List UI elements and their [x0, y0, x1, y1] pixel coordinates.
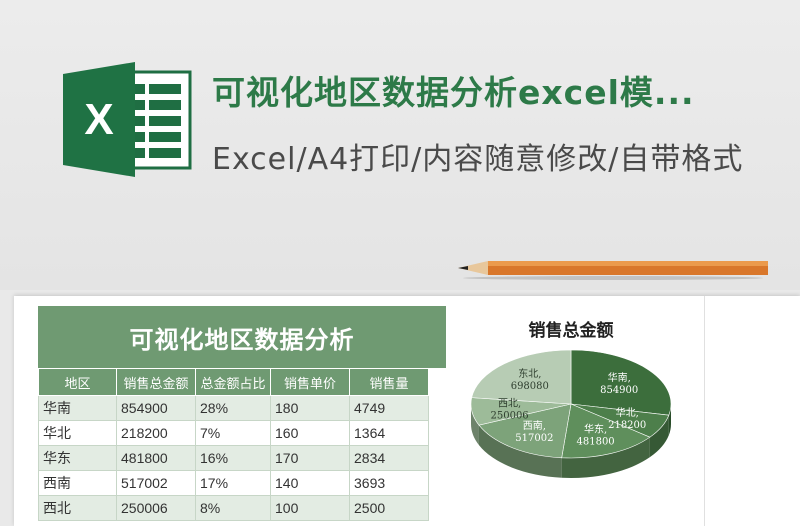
excel-logo-icon: X [63, 62, 192, 177]
column-header: 总金额占比 [195, 368, 271, 396]
banner: X 可视化地区数据分析excel模... Excel/A4打印/内容随意修改/自… [0, 0, 800, 290]
column-header: 地区 [38, 368, 117, 396]
pie-data-label: 华北, 218200 [608, 406, 646, 431]
pie-data-label: 西北, 250006 [491, 398, 529, 422]
table-cell[interactable]: 1364 [349, 420, 429, 446]
pie-slice-side [561, 437, 650, 478]
column-header: 销售总金额 [116, 368, 196, 396]
page-subtitle: Excel/A4打印/内容随意修改/自带格式 [212, 142, 744, 177]
pie-data-label: 华东, 481800 [577, 423, 615, 448]
table-cell[interactable]: 16% [195, 445, 271, 471]
table-cell[interactable]: 西南 [38, 470, 117, 496]
table-cell[interactable]: 180 [270, 395, 350, 421]
pie-data-label: 华南, 854900 [600, 371, 638, 396]
table-cell[interactable]: 2834 [349, 445, 429, 471]
pie-data-label: 西南, 517002 [515, 419, 553, 444]
pencil-icon [458, 261, 768, 280]
table-cell[interactable]: 3693 [349, 470, 429, 496]
table-cell[interactable]: 170 [270, 445, 350, 471]
table-cell[interactable]: 854900 [116, 395, 196, 421]
pie-slice-side [668, 404, 671, 436]
table-cell[interactable]: 华北 [38, 420, 117, 446]
table-cell[interactable]: 218200 [116, 420, 196, 446]
table-cell[interactable]: 7% [195, 420, 271, 446]
table-cell[interactable]: 517002 [116, 470, 196, 496]
table-title: 可视化地区数据分析 [38, 306, 446, 368]
table-cell[interactable]: 28% [195, 395, 271, 421]
pie-slice-side [649, 415, 669, 458]
table-cell[interactable]: 2500 [349, 495, 429, 521]
table-cell[interactable]: 8% [195, 495, 271, 521]
table-cell[interactable]: 481800 [116, 445, 196, 471]
table-cell[interactable]: 华东 [38, 445, 117, 471]
pie-slice[interactable] [478, 403, 572, 459]
table-cell[interactable]: 西北 [38, 495, 117, 521]
table-cell[interactable]: 17% [195, 470, 271, 496]
pie-slice[interactable] [570, 349, 672, 416]
table-row: 华北 218200 7% 160 1364 [38, 420, 429, 446]
table-cell[interactable]: 华南 [38, 395, 117, 421]
table-cell[interactable]: 100 [270, 495, 350, 521]
column-header: 销售量 [349, 368, 429, 396]
table-cell[interactable]: 140 [270, 470, 350, 496]
column-header: 销售单价 [270, 368, 350, 396]
pie-data-label: 东北, 698080 [511, 367, 549, 392]
pie-slice-side [471, 404, 479, 446]
svg-text:X: X [84, 95, 113, 144]
sheet-divider [704, 296, 705, 526]
table-header-row: 地区 销售总金额 总金额占比 销售单价 销售量 [38, 368, 429, 396]
pie-slice[interactable] [471, 349, 572, 405]
chart-title: 销售总金额 [528, 321, 614, 341]
table-row: 西南 517002 17% 140 3693 [38, 470, 429, 496]
table-cell[interactable]: 4749 [349, 395, 429, 421]
table-cell[interactable]: 250006 [116, 495, 196, 521]
table-row: 华南 854900 28% 180 4749 [38, 395, 429, 421]
table-cell[interactable]: 160 [270, 420, 350, 446]
table-row: 华东 481800 16% 170 2834 [38, 445, 429, 471]
table-row: 西北 250006 8% 100 2500 [38, 495, 429, 521]
pie-slice-side [478, 425, 562, 478]
spreadsheet-preview: 可视化地区数据分析 地区 销售总金额 总金额占比 销售单价 销售量 华南 854… [14, 296, 800, 526]
page-title: 可视化地区数据分析excel模... [212, 73, 695, 112]
data-table: 地区 销售总金额 总金额占比 销售单价 销售量 华南 854900 28% 18… [38, 368, 429, 521]
pie-slice[interactable] [561, 403, 651, 459]
pie-chart: 销售总金额 华南, 854900 华北, 218200 华东, 481800 西南, 5170… [438, 296, 704, 526]
